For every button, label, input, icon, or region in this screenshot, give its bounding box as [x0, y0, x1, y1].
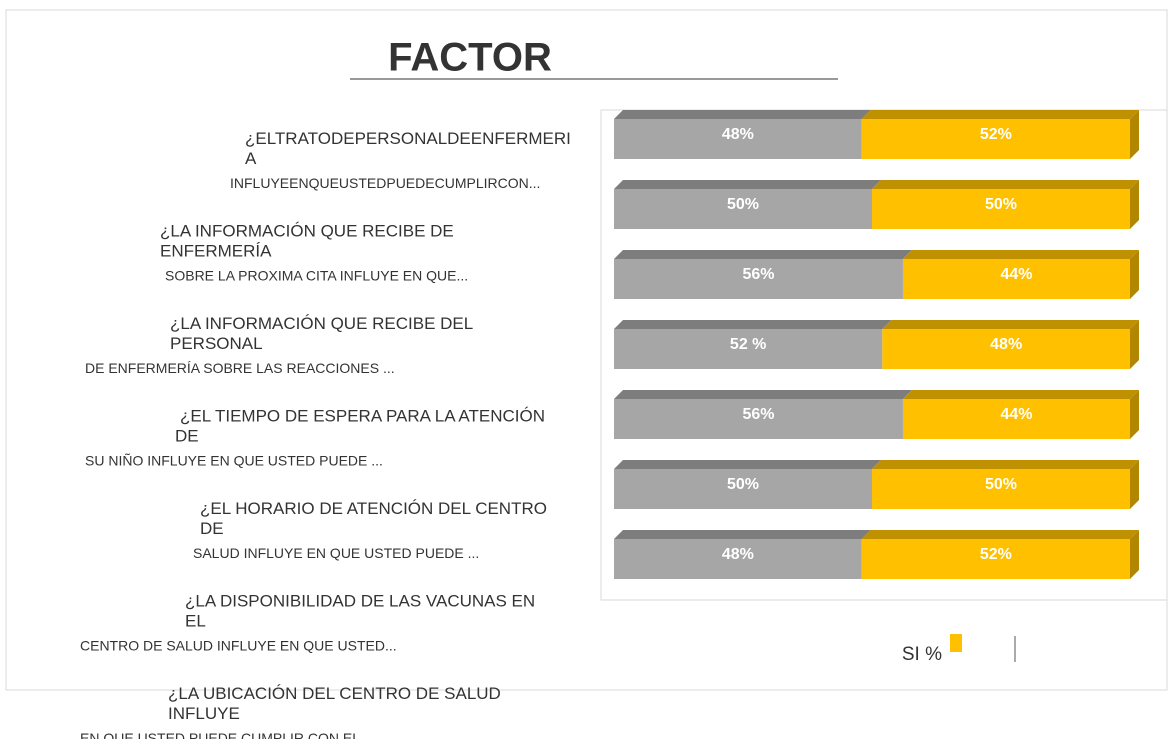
bar: [614, 329, 883, 369]
category-label-line: SU NIÑO INFLUYE EN QUE USTED PUEDE ...: [85, 452, 383, 468]
value-label: 50%: [727, 476, 759, 493]
bar: [872, 469, 1130, 509]
bar-top: [872, 180, 1139, 189]
bar: [902, 399, 1130, 439]
bar-side: [1130, 110, 1139, 159]
category-label-line: DE: [200, 519, 224, 538]
value-label: 52%: [980, 126, 1012, 143]
category-label-line: EL: [185, 612, 206, 631]
bar-top: [614, 250, 912, 259]
value-label: 48%: [722, 126, 754, 143]
bar-top: [872, 460, 1139, 469]
category-label-line: A: [245, 149, 257, 168]
category-label-line: PERSONAL: [170, 334, 263, 353]
bar-side: [1130, 460, 1139, 509]
category-label: ¿ELTRATODEPERSONALDEENFERMERI A INFLUYEENQ…: [230, 129, 571, 190]
bar: [902, 259, 1130, 299]
bar-side: [1130, 180, 1139, 229]
bar: [872, 189, 1130, 229]
bar: [861, 539, 1130, 579]
value-label: 50%: [727, 196, 759, 213]
category-label-line: DE: [175, 427, 199, 446]
value-label: 50%: [985, 476, 1017, 493]
bar: [614, 399, 903, 439]
bar-side: [1130, 250, 1139, 299]
bar: [614, 119, 862, 159]
bar: [882, 329, 1130, 369]
bar-top: [882, 320, 1139, 329]
bar-side: [1130, 390, 1139, 439]
bar-top: [902, 250, 1139, 259]
legend-label: SI %: [902, 644, 942, 665]
bar-top: [614, 390, 912, 399]
category-label-line: INFLUYE: [168, 704, 240, 723]
category-label: ¿LA INFORMACIÓN QUE RECIBE DE ENFERMERÍA S…: [160, 222, 468, 283]
value-label: 44%: [1000, 266, 1032, 283]
value-label: 56%: [742, 266, 774, 283]
category-label-line: ¿ELTRATODEPERSONALDEENFERMERI: [245, 129, 571, 148]
category-label-line: EN QUE USTED PUEDE CUMPLIR CON EL...: [80, 730, 372, 739]
category-label-line: ¿EL HORARIO DE ATENCIÓN DEL CENTRO: [200, 499, 547, 518]
bar-side: [1130, 530, 1139, 579]
bar-top: [861, 530, 1139, 539]
category-label-line: SALUD INFLUYE EN QUE USTED PUEDE ...: [193, 545, 479, 561]
bar: [614, 469, 872, 509]
category-label-line: ENFERMERÍA: [160, 242, 272, 261]
category-label: ¿LA INFORMACIÓN QUE RECIBE DEL PERSONAL DE…: [85, 314, 473, 375]
value-label: 56%: [742, 406, 774, 423]
bar-top: [614, 460, 881, 469]
bar: [614, 259, 903, 299]
category-label-line: CENTRO DE SALUD INFLUYE EN QUE USTED...: [80, 637, 397, 653]
category-label: ¿EL TIEMPO DE ESPERA PARA LA ATENCIÓN DE S…: [85, 407, 545, 468]
value-label: 50%: [985, 196, 1017, 213]
value-label: 48%: [990, 336, 1022, 353]
category-label-line: ¿LA INFORMACIÓN QUE RECIBE DEL: [170, 314, 473, 333]
category-label: ¿EL HORARIO DE ATENCIÓN DEL CENTRO DE SALU…: [193, 499, 547, 560]
category-label-line: DE ENFERMERÍA SOBRE LAS REACCIONES ...: [85, 360, 395, 376]
bar: [861, 119, 1130, 159]
bar-top: [614, 320, 892, 329]
bar-top: [902, 390, 1139, 399]
bar-top: [614, 110, 871, 119]
legend-swatch: [950, 634, 962, 652]
chart-title: FACTOR: [388, 36, 552, 80]
category-label: ¿LA DISPONIBILIDAD DE LAS VACUNAS EN EL CE…: [80, 592, 535, 653]
value-label: 48%: [722, 546, 754, 563]
category-label-line: ¿LA UBICACIÓN DEL CENTRO DE SALUD: [168, 684, 501, 703]
bar-top: [614, 530, 871, 539]
bar: [614, 189, 872, 229]
category-label-line: SOBRE LA PROXIMA CITA INFLUYE EN QUE...: [165, 267, 468, 283]
bar-top: [861, 110, 1139, 119]
category-label: ¿LA UBICACIÓN DEL CENTRO DE SALUD INFLUYE…: [80, 684, 501, 739]
bar: [614, 539, 862, 579]
value-label: 52%: [980, 546, 1012, 563]
category-label-line: ¿EL TIEMPO DE ESPERA PARA LA ATENCIÓN: [180, 407, 545, 426]
bar-top: [614, 180, 881, 189]
category-label-line: ¿LA DISPONIBILIDAD DE LAS VACUNAS EN: [185, 592, 535, 611]
category-label-line: INFLUYEENQUEUSTEDPUEDECUMPLIRCON...: [230, 175, 540, 191]
bar-side: [1130, 320, 1139, 369]
category-label-line: ¿LA INFORMACIÓN QUE RECIBE DE: [160, 222, 454, 241]
value-label: 52 %: [730, 336, 766, 353]
value-label: 44%: [1000, 406, 1032, 423]
